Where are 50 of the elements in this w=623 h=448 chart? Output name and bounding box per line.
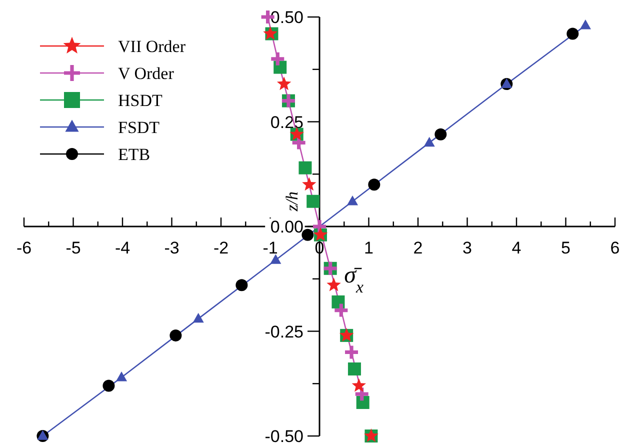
y-axis-title: z/h bbox=[282, 191, 302, 212]
x-axis-title: σ̄$_{x}$ bbox=[344, 262, 364, 296]
y-tick-label: 0.50 bbox=[270, 8, 304, 27]
point bbox=[345, 346, 358, 359]
x-tick-label: 3 bbox=[462, 238, 472, 258]
x-tick-label: -6 bbox=[16, 238, 32, 258]
point bbox=[298, 161, 312, 174]
point bbox=[170, 329, 182, 342]
point bbox=[306, 194, 320, 208]
point bbox=[368, 178, 380, 191]
point bbox=[334, 304, 348, 317]
legend-label: VII Order bbox=[118, 37, 186, 56]
point bbox=[580, 20, 591, 30]
y-tick-label: 0.00 bbox=[270, 218, 304, 236]
point bbox=[302, 177, 316, 191]
point bbox=[192, 312, 204, 323]
point bbox=[348, 362, 361, 376]
x-tick-label: -5 bbox=[66, 238, 81, 258]
point bbox=[271, 52, 284, 66]
point bbox=[274, 60, 287, 74]
y-tick-label: -0.50 bbox=[264, 427, 304, 446]
legend-label: ETB bbox=[118, 145, 150, 164]
x-tick-label: 5 bbox=[561, 238, 570, 258]
point bbox=[501, 78, 512, 88]
legend-label: V Order bbox=[118, 64, 174, 83]
point bbox=[566, 28, 579, 40]
point bbox=[270, 254, 282, 264]
point bbox=[424, 136, 435, 147]
point bbox=[346, 196, 358, 206]
x-tick-label: -4 bbox=[114, 238, 130, 258]
legend-label: HSDT bbox=[118, 91, 164, 110]
point bbox=[236, 279, 248, 292]
point bbox=[102, 380, 115, 392]
legend-label: FSDT bbox=[118, 118, 160, 137]
x-tick-label: -3 bbox=[164, 238, 180, 258]
point bbox=[356, 396, 370, 409]
point bbox=[276, 76, 292, 90]
y-tick-label: -0.25 bbox=[264, 322, 304, 342]
point bbox=[332, 295, 345, 308]
point bbox=[434, 128, 447, 140]
point bbox=[326, 278, 341, 292]
x-tick-label: 2 bbox=[413, 238, 423, 258]
x-tick-label: 6 bbox=[610, 238, 620, 258]
x-tick-label: -1 bbox=[262, 238, 278, 258]
point bbox=[302, 228, 314, 241]
x-tick-label: 4 bbox=[512, 238, 522, 258]
point bbox=[116, 371, 128, 382]
point bbox=[352, 378, 366, 392]
x-tick-label: -2 bbox=[213, 238, 229, 258]
x-tick-label: 1 bbox=[364, 238, 374, 258]
